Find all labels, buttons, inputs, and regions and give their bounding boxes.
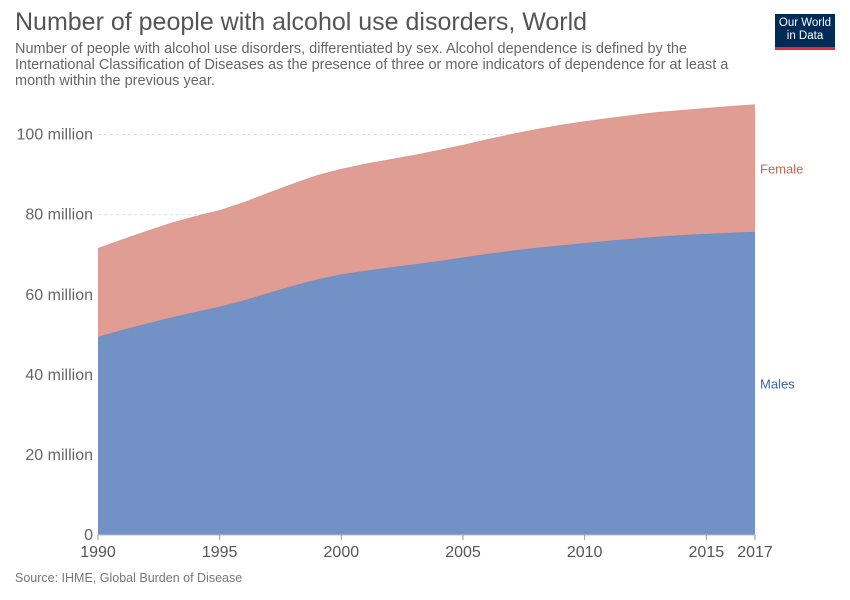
source-note: Source: IHME, Global Burden of Disease <box>15 571 243 585</box>
logo-line-1: Our World <box>778 17 832 29</box>
y-tick-label: 100 million <box>17 127 93 144</box>
x-tick-label: 2017 <box>737 544 773 561</box>
owid-logo[interactable]: Our World in Data <box>775 14 835 50</box>
y-tick-label: 40 million <box>25 367 93 384</box>
series-label-female: Female <box>760 161 803 176</box>
axes: 0 20 million 40 million 60 million 80 millio… <box>17 127 773 561</box>
x-tick-label: 2000 <box>324 544 360 561</box>
x-tick-label: 1990 <box>80 544 116 561</box>
area-series <box>97 104 756 536</box>
logo-line-2: in Data <box>786 30 824 42</box>
x-tick-label: 1995 <box>202 544 238 561</box>
y-tick-label: 80 million <box>25 207 93 224</box>
y-tick-label: 20 million <box>25 447 93 464</box>
area-female[interactable] <box>98 105 755 337</box>
area-males[interactable] <box>98 231 755 536</box>
chart-subtitle: Number of people with alcohol use disord… <box>15 41 729 89</box>
chart-title: Number of people with alcohol use disord… <box>15 8 588 36</box>
series-labels: Males Female <box>760 161 803 391</box>
x-tick-label: 2015 <box>689 544 725 561</box>
area-edge-female <box>97 104 756 250</box>
x-tick-label: 2005 <box>445 544 481 561</box>
y-tick-label: 0 <box>84 527 93 544</box>
x-tick-label: 2010 <box>567 544 603 561</box>
y-tick-label: 60 million <box>25 287 93 304</box>
series-label-males: Males <box>760 376 795 391</box>
